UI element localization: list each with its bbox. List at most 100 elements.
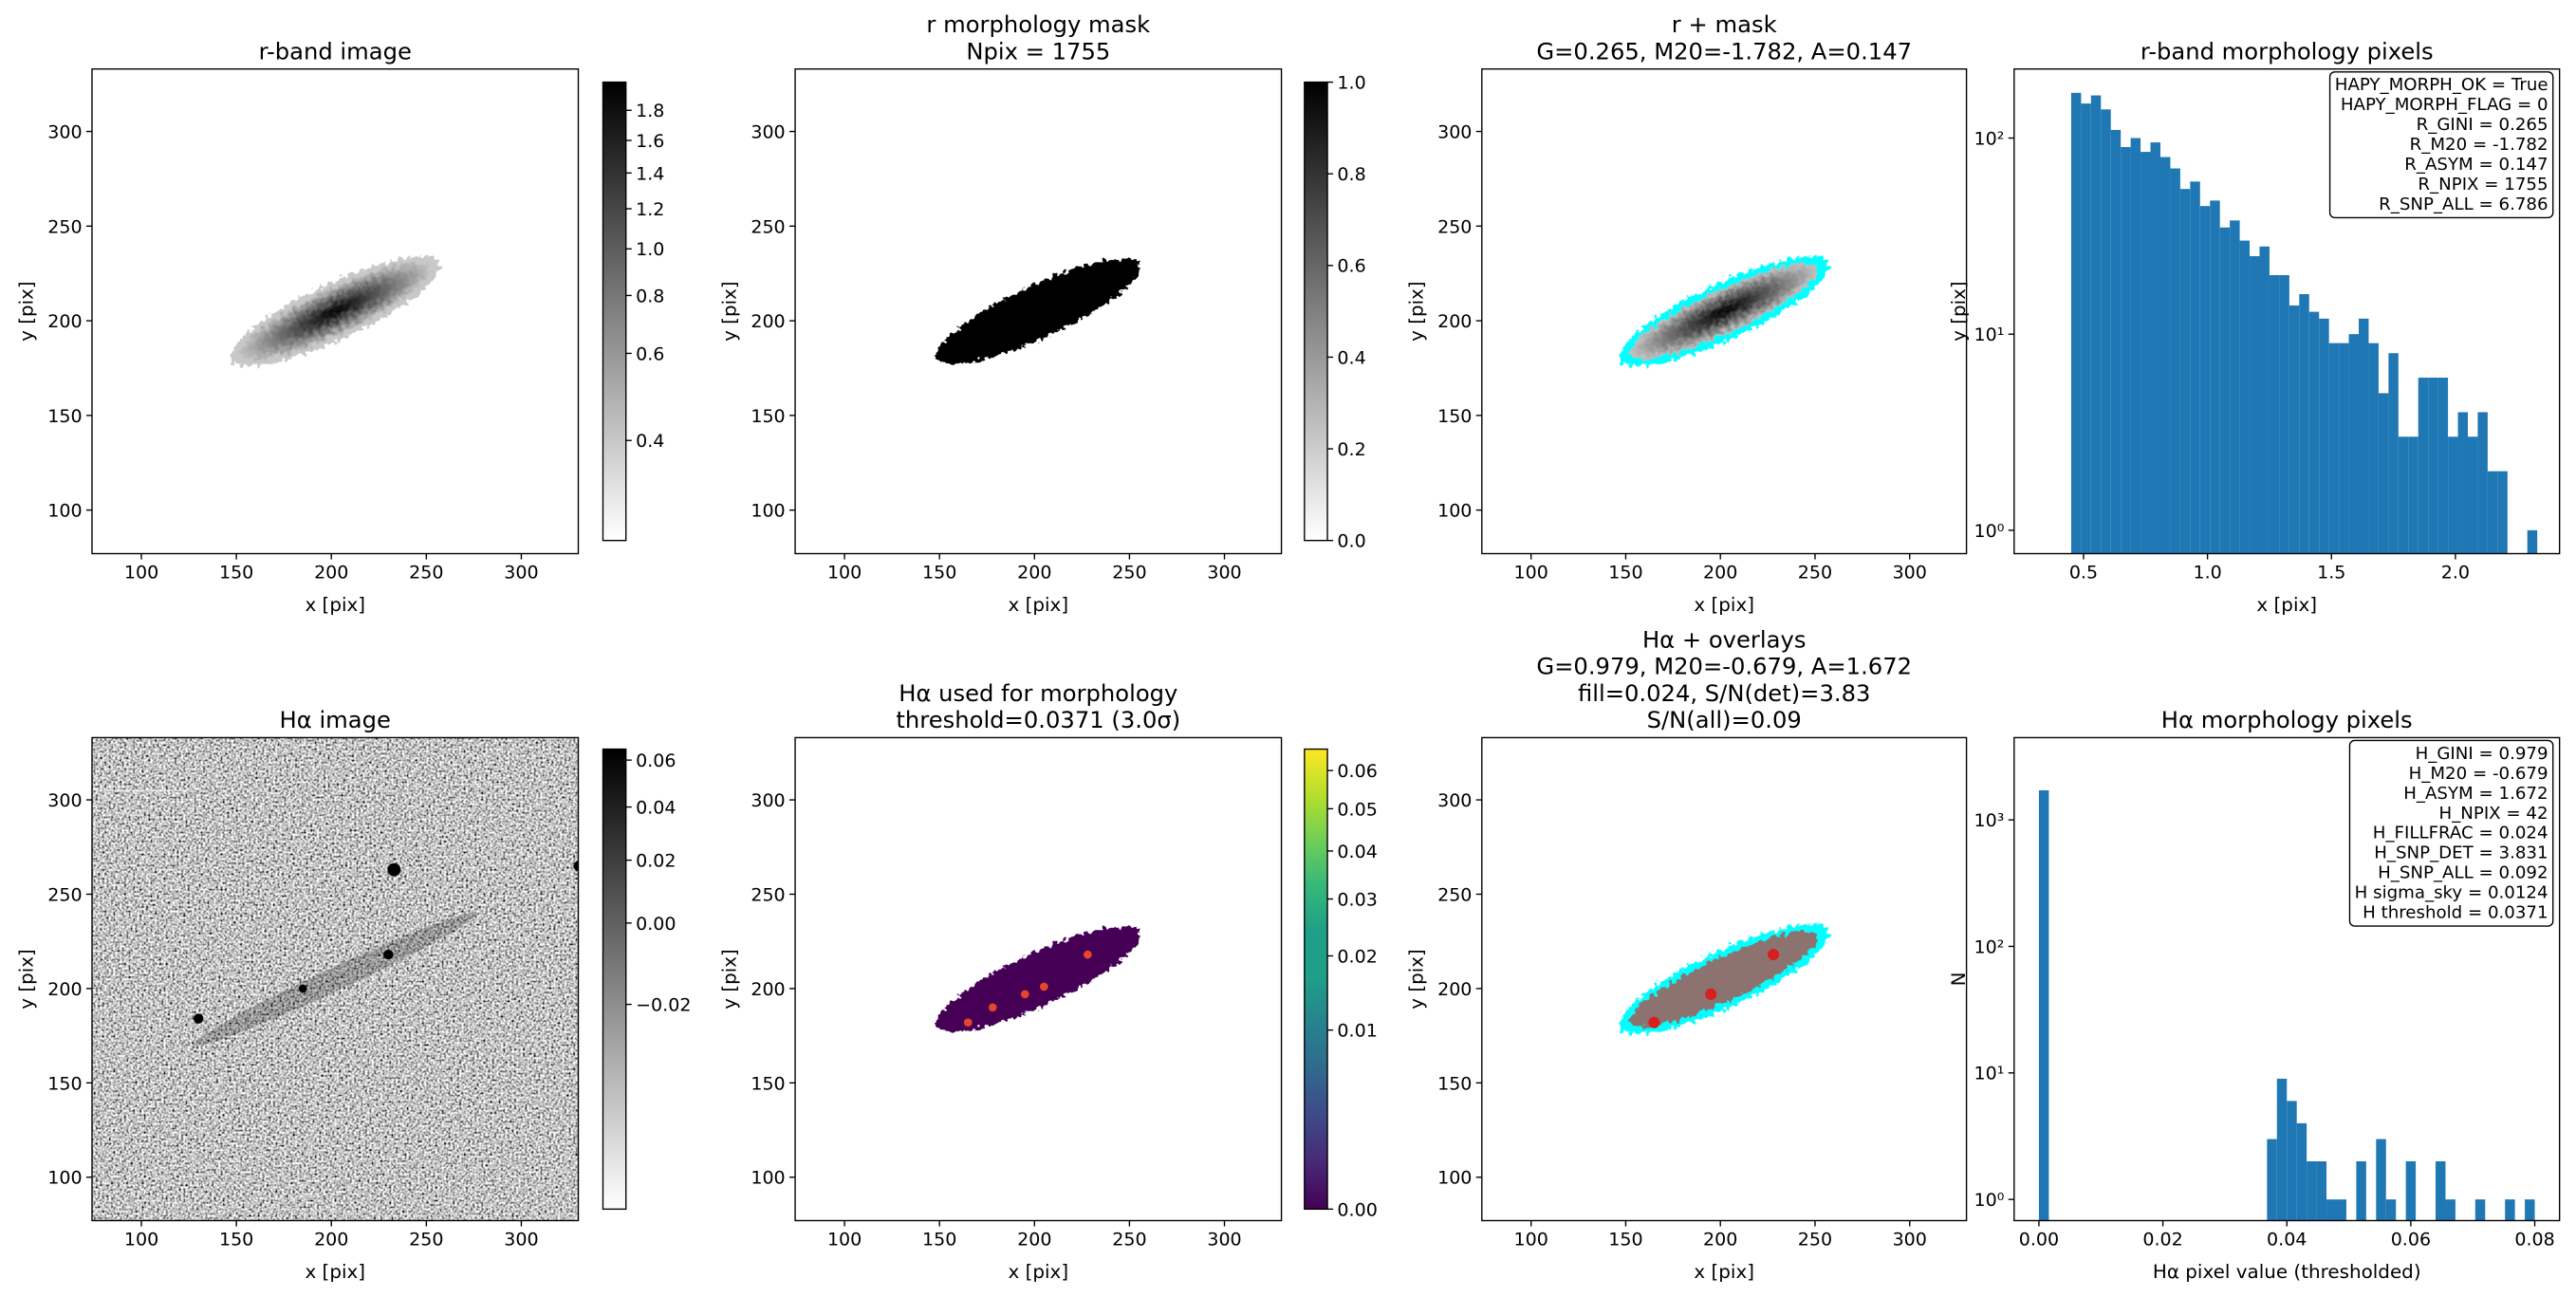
x-tick-label: 200: [1017, 1229, 1051, 1250]
x-tick-label: 150: [1608, 562, 1642, 583]
x-tick-label: 250: [409, 562, 443, 583]
hot-pixel: [988, 1003, 997, 1012]
annotation-line: R_NPIX = 1755: [2418, 175, 2548, 195]
bar: [2356, 1161, 2366, 1221]
colorbar-tick-label: 0.06: [1337, 761, 1377, 782]
chart-title: r morphology mask: [926, 10, 1150, 38]
y-axis-label: y [pix]: [1948, 281, 1970, 342]
bar: [2159, 157, 2171, 554]
colorbar-tick-label: 0.4: [1337, 347, 1365, 368]
plot-area: [2038, 789, 2535, 1221]
bar: [2326, 1199, 2337, 1221]
bar: [2070, 92, 2082, 554]
x-tick-label: 0.06: [2391, 1229, 2431, 1250]
axes-frame: [91, 68, 580, 555]
hot-pixel: [963, 1018, 973, 1028]
bar: [2467, 436, 2478, 554]
y-tick-label: 150: [1437, 1073, 1472, 1094]
annotation-line: H_ASYM = 1.672: [2403, 784, 2548, 804]
colorbar: [1304, 748, 1328, 1211]
x-axis-label: Hα pixel value (thresholded): [2153, 1261, 2421, 1283]
bar: [2474, 1199, 2486, 1221]
plot-area: [1619, 924, 1829, 1034]
annotation-line: H_FILLFRAC = 0.024: [2373, 824, 2548, 843]
annotation-line: R_SNP_ALL = 6.786: [2379, 195, 2548, 214]
colorbar-tick-label: 0.01: [1337, 1021, 1377, 1042]
x-tick-label: 1.0: [2193, 562, 2221, 583]
galaxy: [239, 262, 432, 361]
y-axis-label: N: [1948, 973, 1970, 987]
noise: [91, 737, 579, 1221]
y-axis-label: y [pix]: [16, 949, 38, 1010]
bar: [2378, 393, 2389, 554]
annotation-line: HAPY_MORPH_OK = True: [2335, 75, 2548, 95]
y-tick-label: 300: [751, 121, 785, 142]
bar: [2319, 318, 2329, 554]
bar: [2289, 305, 2300, 554]
bar: [2408, 436, 2418, 554]
bar: [2405, 1161, 2417, 1221]
y-tick-label: 250: [1437, 216, 1472, 237]
bar: [2368, 343, 2379, 554]
colorbar-tick-label: 0.6: [1337, 256, 1365, 277]
plot-area: [91, 737, 579, 1221]
y-tick-label: 150: [1437, 406, 1472, 427]
x-tick-label: 300: [1893, 562, 1927, 583]
y-axis-label: y [pix]: [719, 281, 741, 342]
y-tick-label: 10³: [1974, 810, 2005, 831]
axes-frame: [1481, 68, 1968, 555]
chart-title: G=0.979, M20=-0.679, A=1.672: [1536, 653, 1912, 680]
x-tick-label: 100: [124, 1229, 158, 1250]
x-tick-label: 250: [1112, 1229, 1146, 1250]
y-tick-label: 10²: [1974, 936, 2005, 957]
bar: [2457, 412, 2468, 554]
x-tick-label: 200: [314, 562, 348, 583]
x-axis-label: x [pix]: [1009, 1261, 1069, 1283]
bar: [2219, 227, 2231, 554]
colorbar-tick-label: 0.2: [1337, 439, 1365, 460]
x-tick-label: 150: [922, 1229, 956, 1250]
y-tick-label: 200: [47, 979, 82, 1000]
y-tick-label: 100: [1437, 1168, 1472, 1189]
chart-title: r + mask: [1672, 10, 1777, 38]
colorbar-tick-label: 0.04: [1337, 842, 1377, 862]
bar: [2418, 378, 2429, 554]
panel: 100 150 200 250 300 100 150 200 250 300 r-band ima…: [16, 37, 665, 616]
bar: [2376, 1139, 2386, 1221]
y-tick-label: 300: [751, 790, 785, 811]
chart-title: Npix = 1755: [966, 37, 1110, 65]
bar: [2398, 436, 2409, 554]
panel: 100 150 200 250 300 100 150 200 250 300 Hα + overl…: [1405, 625, 1968, 1283]
annotation-line: H sigma_sky = 0.0124: [2355, 883, 2548, 903]
x-tick-label: 200: [1017, 562, 1051, 583]
axes-frame: [2013, 68, 2561, 555]
source: [298, 984, 307, 993]
y-tick-label: 100: [751, 501, 785, 522]
colorbar: [1304, 81, 1328, 542]
bar: [2388, 353, 2399, 554]
bar: [2150, 142, 2160, 554]
x-tick-label: 300: [504, 1229, 538, 1250]
colorbar-tick-label: 0.06: [636, 750, 676, 771]
colorbar-tick-label: 0.05: [1337, 799, 1377, 820]
bar: [2477, 412, 2488, 554]
chart-title: r-band morphology pixels: [2140, 37, 2434, 65]
x-axis-label: x [pix]: [1694, 1261, 1754, 1283]
panel: 100 150 200 250 300 100 150 200 250 300 Hα used fo…: [719, 679, 1378, 1283]
panel: 100 150 200 250 300 100 150 200 250 300 r morpholo…: [719, 10, 1366, 616]
colorbar-tick-label: 1.4: [636, 163, 664, 184]
panel: 100 150 200 250 300 100 150 200 250 300 Hα image x …: [16, 706, 692, 1283]
colorbar-tick-label: 0.4: [636, 431, 664, 452]
colorbar-tick-label: 0.02: [636, 851, 676, 872]
bar: [2428, 378, 2438, 554]
x-tick-label: 100: [827, 562, 862, 583]
plot-area: [2070, 92, 2538, 554]
y-tick-label: 10¹: [1974, 324, 2005, 345]
chart-title: threshold=0.0371 (3.0σ): [896, 706, 1180, 733]
colorbar-tick-label: 0.00: [1337, 1199, 1377, 1220]
x-tick-label: 200: [314, 1229, 348, 1250]
annotation-line: H_GINI = 0.979: [2416, 744, 2548, 764]
x-tick-label: 0.08: [2514, 1229, 2554, 1250]
x-tick-label: 250: [1112, 562, 1146, 583]
